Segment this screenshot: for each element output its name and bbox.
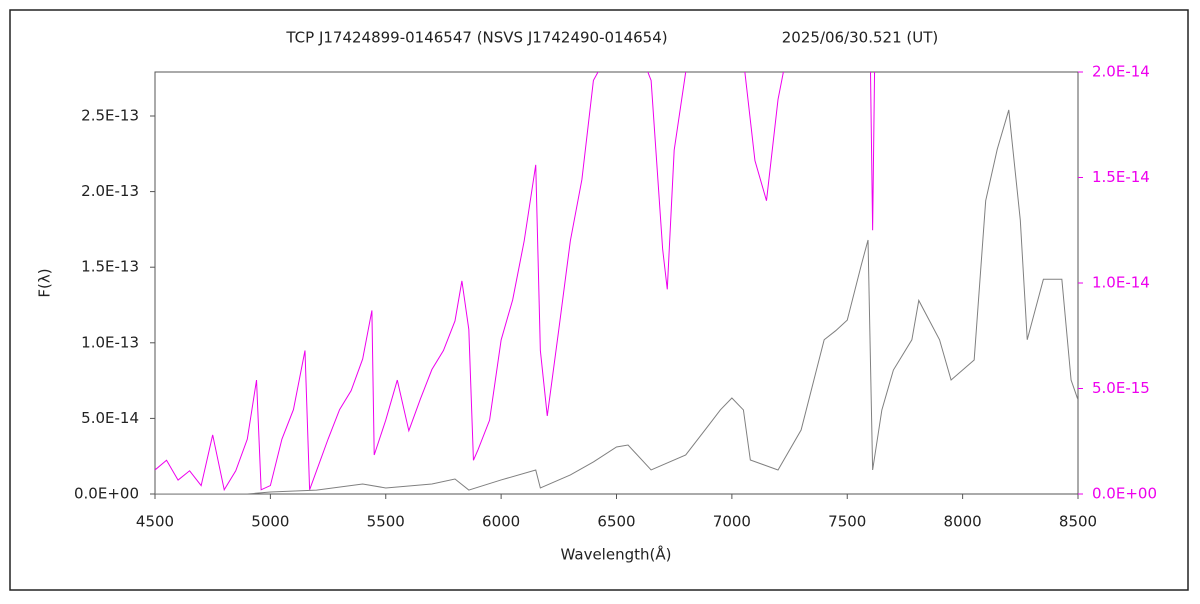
x-tick-label: 8000 (944, 513, 982, 531)
chart-title: TCP J17424899-0146547 (NSVS J1742490-014… (285, 29, 667, 47)
x-tick-label: 5000 (251, 513, 289, 531)
x-tick-label: 7500 (828, 513, 866, 531)
spectrum-line (155, 72, 876, 492)
y-tick-label: 2.0E-13 (81, 182, 139, 200)
y-axis-label: F(λ) (36, 268, 54, 297)
x-tick-label: 6000 (482, 513, 520, 531)
y-tick-label: 2.5E-13 (81, 106, 139, 124)
y-tick-label: 0.0E+00 (74, 485, 139, 503)
y2-tick-label: 1.5E-14 (1092, 168, 1150, 186)
x-tick-label: 5500 (367, 513, 405, 531)
y2-tick-label: 1.0E-14 (1092, 274, 1150, 292)
x-tick-label: 8500 (1059, 513, 1097, 531)
y-tick-label: 5.0E-14 (81, 409, 139, 427)
x-tick-label: 6500 (597, 513, 635, 531)
y2-tick-label: 2.0E-14 (1092, 63, 1150, 81)
y-tick-label: 1.0E-13 (81, 333, 139, 351)
annotation: 2025/06/30.521 (UT) (782, 29, 938, 47)
x-tick-label: 7000 (713, 513, 751, 531)
y2-tick-label: 0.0E+00 (1092, 485, 1157, 503)
x-tick-label: 4500 (136, 513, 174, 531)
spectrum-line (155, 109, 1078, 494)
y-tick-label: 1.5E-13 (81, 258, 139, 276)
frame (9, 9, 1189, 591)
x-axis-label: Wavelength(Å) (561, 545, 672, 564)
y2-tick-label: 5.0E-15 (1092, 379, 1150, 397)
